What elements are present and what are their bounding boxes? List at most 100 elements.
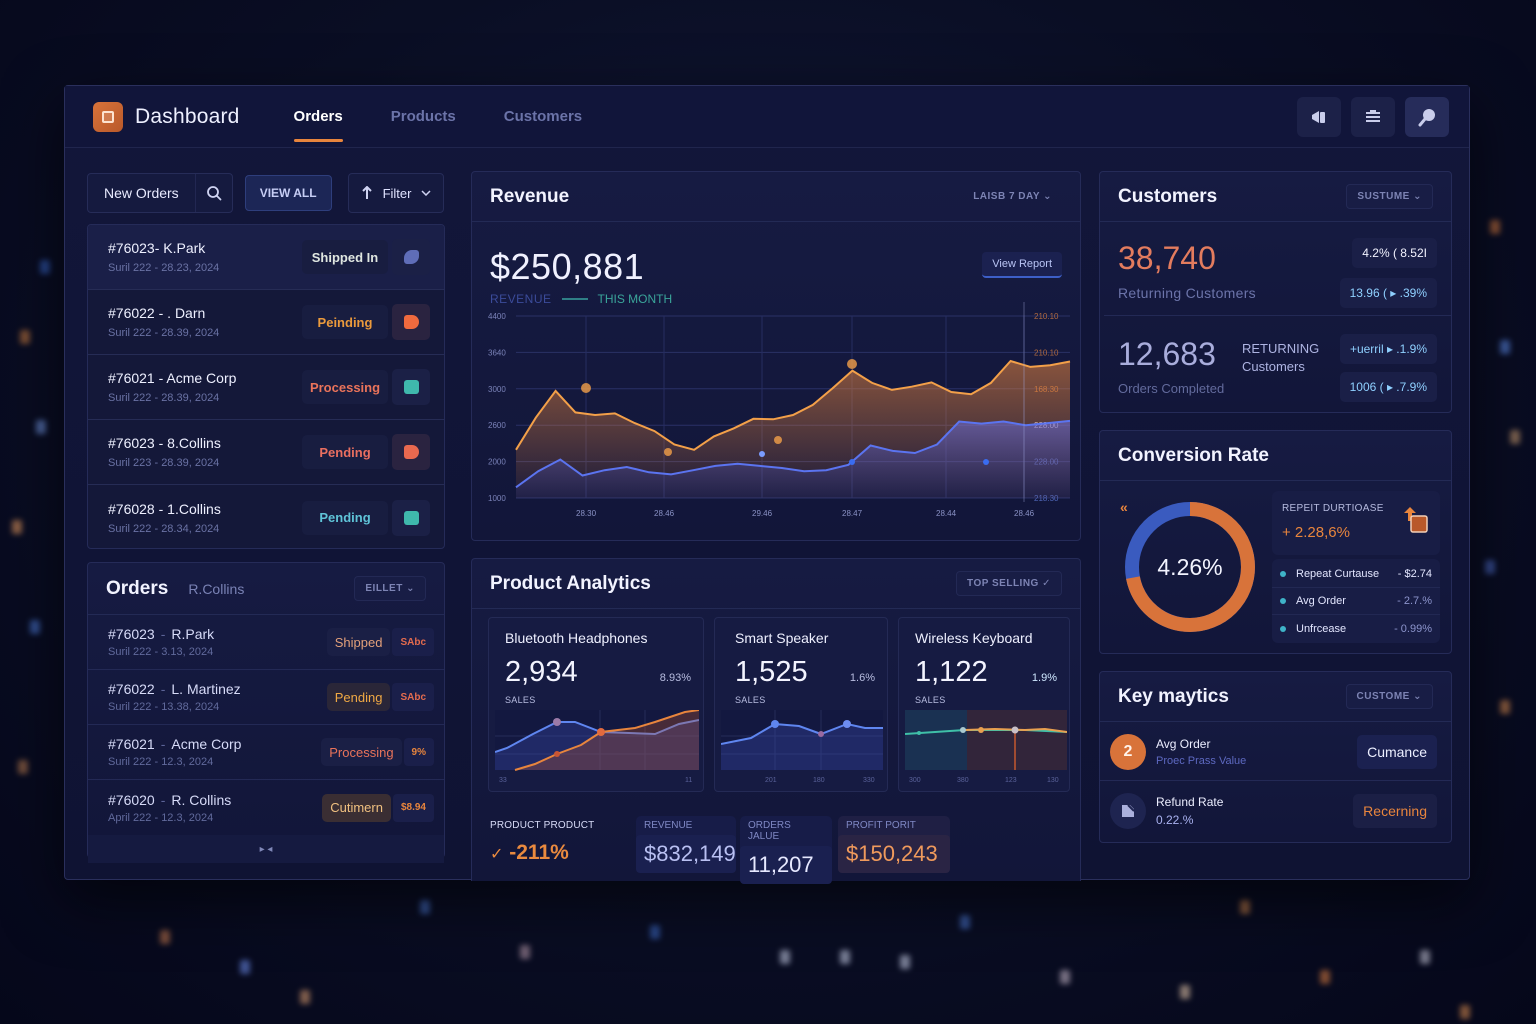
order-row[interactable]: #76023- K.Park Suril 222 - 28.23, 2024 Sh… — [88, 225, 444, 290]
order-row[interactable]: #76021 - Acme Corp Suril 222 - 28.39, 202… — [88, 355, 444, 420]
search-button[interactable] — [196, 174, 232, 212]
order-row[interactable]: #76022- L. Martinez Suril 222 - 13.38, 202… — [88, 670, 444, 725]
avg-order-avatar: 2 — [1110, 733, 1146, 770]
profit-stat: PROFIT PORIT $150,243 — [838, 816, 950, 873]
x-axis-labels: 28.30 28.46 29.46 28.47 28.44 28.46 — [576, 509, 1035, 518]
order-action-button[interactable] — [392, 434, 430, 470]
order-id: #76021- Acme Corp — [108, 736, 242, 752]
svg-text:28.46: 28.46 — [1014, 509, 1035, 518]
key-metrics-header: Key maytics CUSTOME ⌄ — [1100, 672, 1451, 722]
range-select[interactable]: LAISB 7 DAY ⌄ — [973, 191, 1052, 202]
revenue-stat: REVENUE $832,149 — [636, 816, 736, 873]
search-icon — [206, 186, 222, 201]
tag-icon — [403, 380, 419, 394]
orders-completed-value: 12,683 — [1118, 336, 1216, 372]
order-date: Suril 222 - 12.3, 2024 — [108, 756, 214, 768]
tab-orders[interactable]: Orders — [293, 86, 367, 148]
order-action-button[interactable] — [392, 239, 430, 275]
svg-text:201: 201 — [765, 777, 777, 784]
product-sales-value: 2,934 — [505, 656, 578, 688]
order-action-button[interactable] — [392, 499, 430, 536]
svg-text:210.10: 210.10 — [1034, 348, 1059, 357]
customers-change-chip: 4.2% ( 8.52I — [1352, 238, 1437, 268]
pagination-control[interactable]: ▸ ◂ — [88, 835, 444, 863]
orders-header: Orders R.Collins EILLET ⌄ — [88, 563, 444, 615]
order-row[interactable]: #76021- Acme Corp Suril 222 - 12.3, 2024 P… — [88, 725, 444, 780]
breakdown-value: - $2.74 — [1397, 568, 1432, 580]
breakdown-value: - 0.99% — [1394, 622, 1432, 635]
svg-text:28.30: 28.30 — [576, 509, 597, 518]
tab-products[interactable]: Products — [390, 108, 456, 125]
svg-text:180: 180 — [813, 777, 825, 784]
back-arrow-icon[interactable]: « — [1120, 499, 1128, 515]
revenue-card: Revenue LAISB 7 DAY ⌄ $250,881 View Repo… — [471, 171, 1081, 541]
svg-text:300: 300 — [909, 777, 921, 784]
breakdown-label: Avg Order — [1296, 595, 1346, 607]
status-badge: Pending — [302, 435, 388, 469]
metric-title: Avg Order — [1156, 736, 1211, 751]
cumance-button[interactable]: Cumance — [1357, 734, 1437, 769]
order-action-button[interactable] — [392, 304, 430, 340]
customers-select[interactable]: SUSTUME ⌄ — [1346, 184, 1433, 209]
svg-text:4400: 4400 — [488, 312, 506, 321]
repeat-purchase-value: + 2.28,6% — [1282, 524, 1350, 541]
view-report-button[interactable]: View Report — [982, 252, 1062, 278]
order-row[interactable]: #76023- R.Park Suril 222 - 3.13, 2024 Ship… — [88, 615, 444, 670]
svg-text:1000: 1000 — [488, 494, 506, 503]
search-key-icon — [1418, 108, 1435, 126]
product-card-bluetooth-headphones[interactable]: Bluetooth Headphones 2,934 8.93% SALES 3… — [488, 617, 704, 792]
svg-text:28.44: 28.44 — [936, 509, 957, 518]
conversion-rate-value: 4.26% — [1157, 553, 1223, 580]
product-card-smart-speaker[interactable]: Smart Speaker 1,525 1.6% SALES 201 180 3… — [714, 617, 888, 792]
order-date: Suril 222 - 28.34, 2024 — [108, 522, 220, 535]
key-metrics-select-label: CUSTOME — [1356, 691, 1410, 702]
order-row[interactable]: #76028 - 1.Collins Suril 222 - 28.34, 202… — [88, 485, 444, 548]
bullet-icon — [1280, 571, 1286, 577]
recerning-button[interactable]: Recerning — [1353, 794, 1437, 828]
orders-value-label: ORDERS JALUE — [748, 820, 791, 842]
new-orders-list: #76023- K.Park Suril 222 - 28.23, 2024 Sh… — [87, 224, 445, 549]
returning-customers-label: Returning Customers — [1118, 285, 1256, 301]
order-row[interactable]: #76023 - 8.Collins Suril 223 - 28.39, 202… — [88, 420, 444, 485]
metric-title: Refund Rate — [1156, 795, 1224, 809]
new-orders-search: New Orders — [87, 173, 233, 213]
breakdown-label: Unfrcease — [1296, 622, 1347, 635]
product-card-wireless-keyboard[interactable]: Wireless Keyboard 1,122 1.9% SALES 300 3… — [898, 617, 1070, 792]
svg-text:33: 33 — [499, 777, 507, 784]
order-date: Suril 222 - 28.23, 2024 — [108, 262, 220, 274]
app-logo-icon[interactable] — [93, 101, 123, 132]
product-growth-value: ✓ -211% — [490, 841, 594, 865]
view-all-button[interactable]: VIEW ALL — [244, 175, 332, 211]
order-tag: 9% — [403, 738, 434, 766]
legend-revenue: REVENUE — [490, 292, 552, 306]
order-action-button[interactable] — [392, 369, 430, 405]
dashboard-window: Dashboard Orders Products Customers New … — [64, 85, 1470, 884]
top-selling-select[interactable]: TOP SELLING ✓ — [956, 571, 1062, 596]
conversion-rate-card: Conversion Rate 4.26% « REPEIT DURTIOASE… — [1099, 430, 1452, 654]
order-customer: Acme Corp — [171, 736, 242, 752]
metric-row-refund-rate[interactable]: Refund Rate 0.22.% Recerning — [1100, 782, 1451, 840]
product-growth-label: PRODUCT PRODUCT — [490, 820, 595, 831]
order-row[interactable]: #76022 - . Darn Suril 222 - 28.39, 2024 P… — [88, 290, 444, 355]
filter-dropdown[interactable]: Filter — [347, 173, 445, 213]
inbox-button[interactable] — [1351, 96, 1395, 137]
key-metrics-select[interactable]: CUSTOME ⌄ — [1345, 684, 1433, 709]
metric-row-avg-order[interactable]: 2 Avg Order Proec Prass Value Cumance — [1100, 723, 1451, 781]
order-row[interactable]: #76020- R. Collins April 222 - 12.3, 2024 … — [88, 780, 444, 835]
svg-text:330: 330 — [863, 777, 875, 784]
orders-value-value: 11,207 — [740, 846, 832, 884]
search-key-button[interactable] — [1405, 96, 1449, 137]
product-sales-value: 1,122 — [915, 656, 988, 688]
tab-customers[interactable]: Customers — [503, 108, 583, 125]
repeat-purchase-label: REPEIT DURTIOASE — [1282, 503, 1384, 514]
revenue-amount: $250,881 — [490, 246, 645, 287]
orders-select-label: EILLET — [365, 583, 403, 594]
order-id: #76022- L. Martinez — [108, 681, 241, 697]
customers-title: Customers — [1118, 185, 1218, 207]
filter-label: Filter — [382, 185, 412, 201]
orders-select[interactable]: EILLET ⌄ — [354, 576, 426, 601]
key-metrics-card: Key maytics CUSTOME ⌄ 2 Avg Order Proec P… — [1099, 671, 1452, 843]
announcements-button[interactable] — [1297, 96, 1341, 137]
tag-icon — [403, 510, 419, 525]
